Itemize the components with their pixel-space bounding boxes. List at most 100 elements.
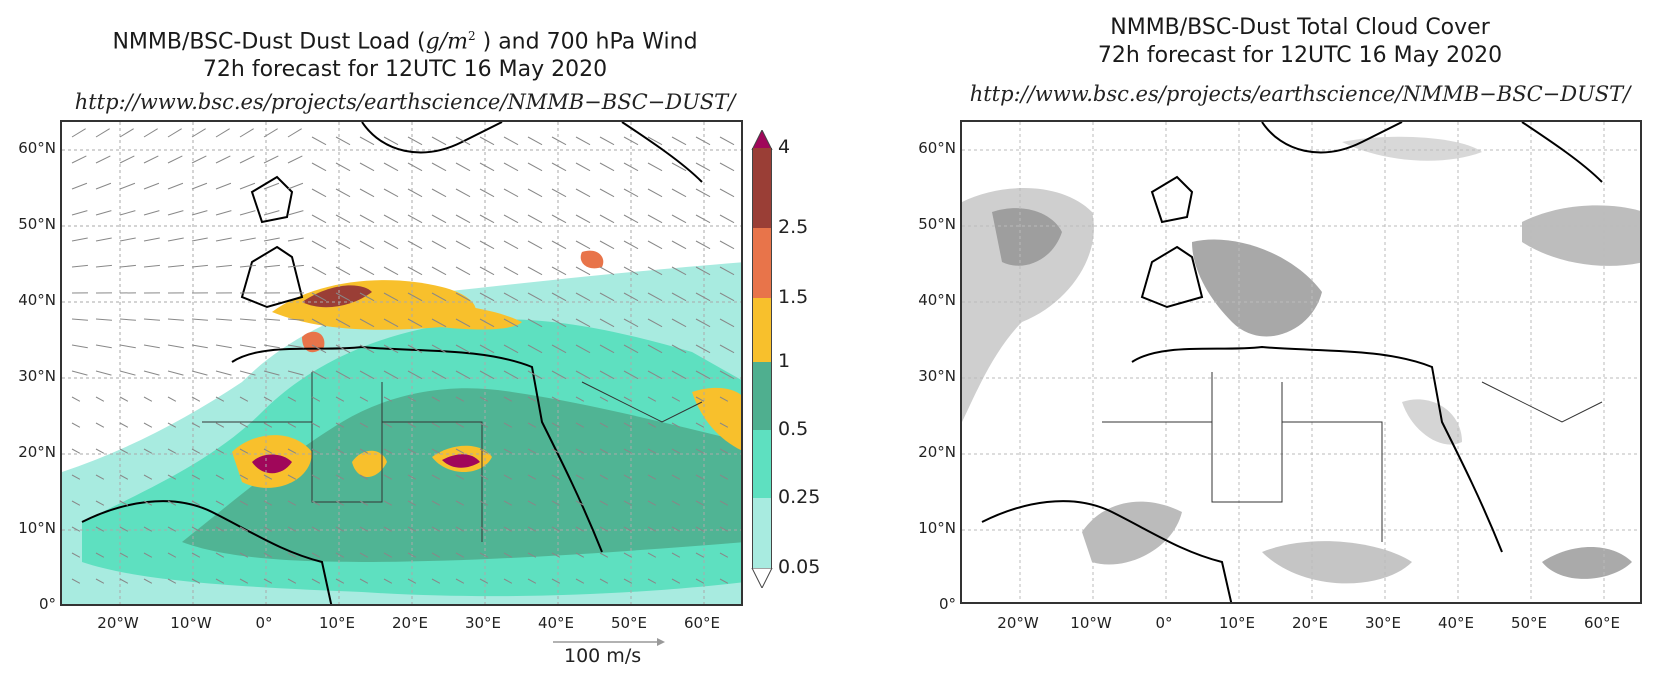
wind-arrow [192, 605, 200, 606]
wind-arrow [287, 210, 304, 216]
wind-arrow [503, 474, 513, 480]
wind-arrow [671, 344, 687, 354]
wind-arrow [599, 500, 609, 506]
y-tick-label: 60°N [18, 139, 56, 157]
wind-arrow [503, 292, 519, 302]
wind-arrow [119, 237, 136, 242]
wind-arrow [239, 237, 256, 242]
wind-arrow [95, 155, 111, 164]
x-tick-label: 20°E [391, 614, 429, 632]
wind-arrow [575, 240, 591, 250]
wind-arrow [191, 448, 201, 454]
wind-arrow [191, 578, 201, 584]
wind-arrow [384, 605, 392, 606]
wind-arrow [455, 422, 465, 428]
wind-arrow [599, 188, 615, 198]
wind-arrow [239, 128, 254, 138]
wind-arrow [575, 292, 591, 302]
wind-arrow [191, 182, 208, 190]
wind-arrow [647, 552, 657, 558]
wind-arrow [527, 448, 537, 454]
wind-arrow [719, 396, 729, 402]
wind-arrow [431, 422, 441, 428]
wind-arrow [191, 474, 201, 480]
wind-arrow [167, 344, 184, 349]
wind-arrow [407, 162, 423, 172]
wind-arrow [623, 500, 633, 506]
wind-arrow [695, 344, 711, 354]
wind-arrow [119, 578, 129, 584]
x-tick-label: 40°E [1437, 614, 1475, 632]
colorbar-segment [752, 498, 772, 568]
wind-arrow [695, 266, 711, 276]
wind-arrow [455, 500, 465, 506]
wind-arrow [215, 128, 230, 138]
wind-arrow [720, 605, 728, 606]
wind-arrow [695, 396, 705, 402]
wind-arrow [95, 210, 112, 216]
wind-arrow [71, 500, 81, 506]
wind-arrow [383, 240, 399, 250]
x-tick-label: 30°E [464, 614, 502, 632]
wind-arrow [575, 136, 591, 146]
wind-arrow [407, 240, 423, 250]
wind-arrow [167, 578, 177, 584]
wind-arrow [503, 188, 519, 198]
borders [1102, 372, 1603, 542]
wind-arrow [551, 344, 567, 354]
wind-arrow [503, 266, 519, 276]
wind-arrow [599, 136, 615, 146]
wind-arrow [671, 318, 687, 328]
wind-arrow [599, 162, 615, 172]
wind-arrow [647, 136, 663, 146]
wind-arrow [551, 578, 561, 584]
forecast-time: 72h forecast for 12UTC 16 May 2020 [1097, 43, 1503, 68]
wind-arrow [167, 422, 177, 428]
x-tick-label: 50°E [610, 614, 648, 632]
colorbar-label: 0.25 [778, 486, 821, 508]
wind-arrow [167, 182, 184, 190]
wind-arrow [95, 182, 112, 190]
wind-arrow [167, 500, 177, 506]
wind-arrow [95, 128, 110, 138]
wind-arrow [287, 396, 297, 402]
title-text: NMMB/BSC-Dust Dust Load ( [112, 29, 426, 55]
wind-arrow [71, 344, 88, 349]
wind-arrow [167, 552, 177, 558]
wind-arrow [456, 605, 464, 606]
wind-arrow [71, 318, 88, 321]
wind-arrow [383, 474, 393, 480]
wind-arrow [623, 422, 633, 428]
wind-arrow [263, 182, 280, 190]
colorbar-label: 1.5 [778, 286, 809, 308]
wind-arrow [287, 474, 297, 480]
wind-arrow [455, 136, 471, 146]
wind-arrow [191, 237, 208, 242]
wind-arrow [191, 128, 206, 138]
wind-arrow [719, 136, 735, 146]
wind-arrow [143, 344, 160, 349]
wind-arrow [191, 264, 208, 268]
wind-arrow [623, 318, 639, 328]
x-tick-label: 30°E [1364, 614, 1402, 632]
wind-arrow [311, 422, 321, 428]
wind-arrow [528, 605, 536, 606]
wind-arrow [239, 448, 249, 454]
wind-arrow [287, 264, 304, 268]
wind-arrow [599, 396, 609, 402]
wind-arrow [671, 474, 681, 480]
wind-arrow [239, 318, 256, 321]
wind-arrow [407, 578, 417, 584]
wind-arrow [647, 396, 657, 402]
wind-arrow [575, 214, 591, 224]
wind-arrow [95, 318, 112, 321]
wind-arrow [95, 500, 105, 506]
title-superscript: 2 [467, 29, 476, 43]
wind-arrow [143, 526, 153, 532]
dust-map-canvas [62, 122, 741, 606]
wind-scale-label: 100 m/s [564, 645, 642, 667]
wind-arrow [311, 578, 321, 584]
wind-arrow [527, 422, 537, 428]
y-tick-label: 20°N [918, 443, 956, 461]
wind-arrow [383, 318, 399, 328]
